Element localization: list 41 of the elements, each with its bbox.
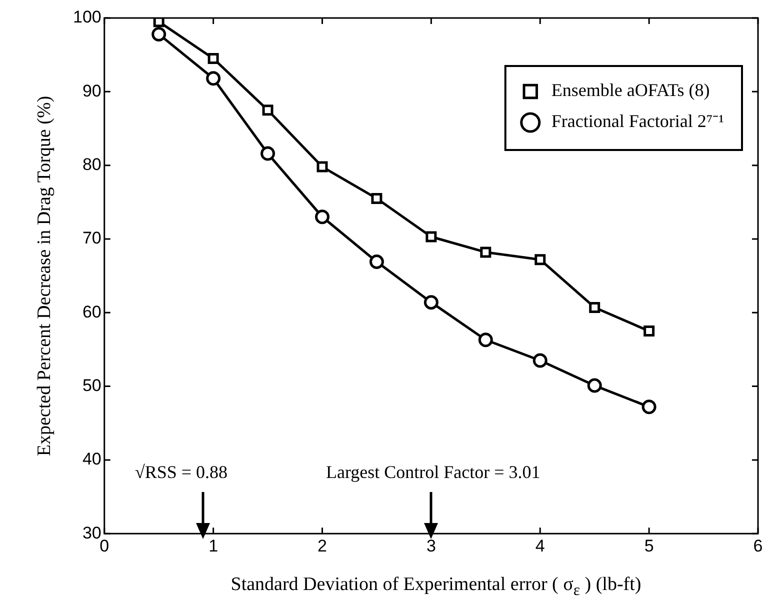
y-tick-label: 70 bbox=[82, 228, 102, 248]
point bbox=[153, 18, 164, 28]
point bbox=[371, 192, 382, 204]
point bbox=[589, 302, 600, 313]
point bbox=[532, 353, 548, 368]
x-tick-label: 5 bbox=[644, 536, 654, 556]
y-tick-label: 100 bbox=[72, 8, 102, 27]
x-tick-label: 0 bbox=[100, 536, 110, 556]
point bbox=[369, 254, 384, 270]
y-tick-label: 40 bbox=[82, 450, 102, 469]
point bbox=[206, 71, 221, 86]
x-tick-label: 3 bbox=[426, 536, 436, 556]
point bbox=[426, 231, 437, 242]
point bbox=[262, 104, 274, 116]
y-tick-label: 80 bbox=[82, 155, 102, 174]
x-tick-label: 4 bbox=[535, 536, 545, 556]
annotation: Largest Control Factor = 3.01 bbox=[326, 462, 540, 483]
y-tick-label: 60 bbox=[82, 302, 102, 322]
legend-label: Fractional Factorial 2⁷⁻¹ bbox=[551, 111, 724, 132]
point bbox=[424, 295, 438, 310]
point bbox=[642, 400, 656, 414]
point bbox=[208, 53, 219, 64]
y-tick-label: 30 bbox=[82, 523, 102, 542]
point bbox=[480, 246, 492, 258]
point bbox=[316, 161, 328, 172]
point bbox=[152, 26, 166, 42]
y-tick-label: 50 bbox=[82, 376, 102, 395]
x-tick-label: 2 bbox=[318, 536, 327, 556]
x-tick-label: 1 bbox=[208, 536, 218, 556]
point bbox=[314, 210, 330, 224]
legend-label: Ensemble aOFATs (8) bbox=[551, 80, 710, 100]
annotation: √RSS = 0.88 bbox=[135, 462, 228, 483]
point bbox=[534, 254, 546, 266]
point bbox=[587, 378, 602, 393]
point bbox=[478, 332, 493, 348]
x-axis-title: Standard Deviation of Experimental error ( σ$_{ε}$ ) (lb-ft) bbox=[230, 574, 642, 600]
y-axis-title: Expected Percent Decrease in Drag Torque (%) bbox=[34, 94, 56, 458]
point bbox=[644, 326, 655, 337]
y-tick-label: 90 bbox=[82, 81, 102, 100]
point bbox=[260, 146, 276, 161]
x-tick-label: 6 bbox=[753, 536, 763, 556]
